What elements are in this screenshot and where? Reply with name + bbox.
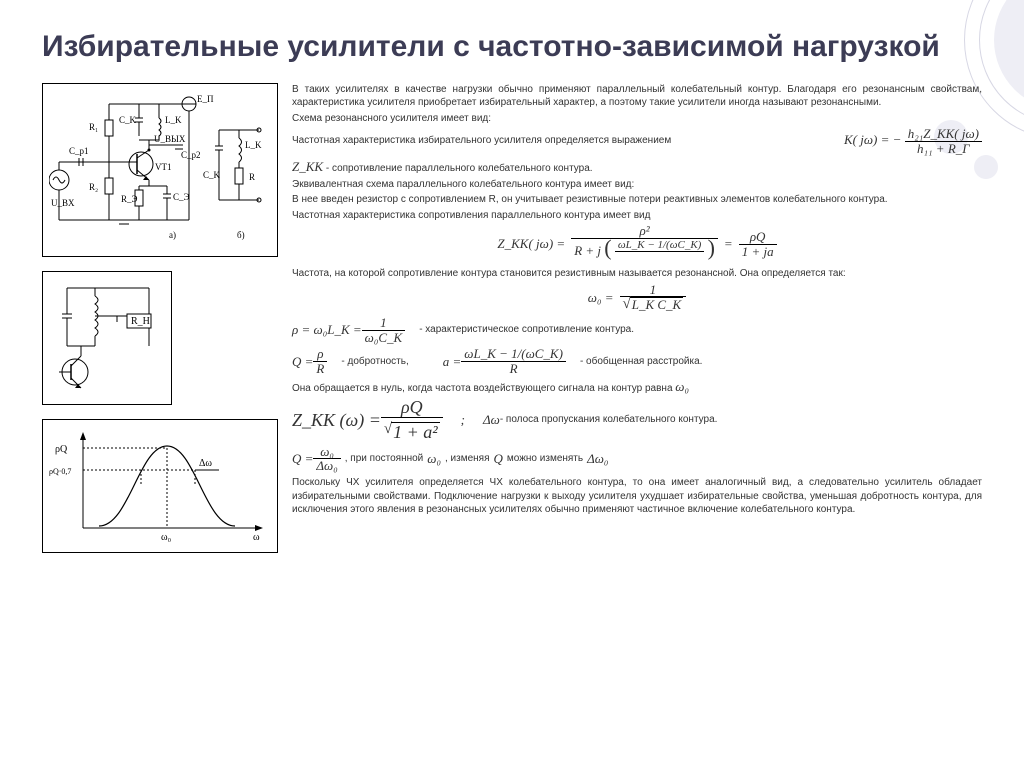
rho-lhs: ρ = ω₀L_K = <box>292 321 362 339</box>
svg-text:VT1: VT1 <box>155 162 172 172</box>
zero-text: Она обращается в нуль, когда частота воз… <box>292 383 675 394</box>
f1-lhs: K( jω) = − <box>844 132 901 147</box>
q2-q: Q <box>494 450 503 468</box>
svg-text:ρQ: ρQ <box>55 444 68 455</box>
diagrams-column: E_П C_K L_K <box>42 83 278 553</box>
semi: ; <box>461 411 465 429</box>
zkk-desc: - сопротивление параллельного колебатель… <box>326 163 593 174</box>
svg-text:а): а) <box>169 230 176 240</box>
intro-3: Частотная характеристика избирательного … <box>292 134 671 148</box>
intro-2: Схема резонансного усилителя имеет вид: <box>292 112 982 126</box>
svg-text:C_K: C_K <box>203 170 221 180</box>
a-desc: - обобщенная расстройка. <box>580 355 703 369</box>
fbig-rad: 1 + a² <box>391 422 440 442</box>
svg-text:ω: ω <box>253 532 260 543</box>
svg-text:ρQ·0,7: ρQ·0,7 <box>49 467 71 476</box>
svg-text:C_Э: C_Э <box>173 192 190 202</box>
q-desc: - добротность, <box>341 355 408 369</box>
q-lhs: Q = <box>292 353 313 371</box>
svg-text:ω₀: ω₀ <box>161 532 172 543</box>
svg-text:R_Э: R_Э <box>121 194 138 204</box>
page-title: Избирательные усилители с частотно-завис… <box>42 30 982 65</box>
svg-text:C_K: C_K <box>119 115 137 125</box>
q-num: ρ <box>313 347 327 362</box>
fbig-num: ρQ <box>381 398 443 418</box>
content-text: В таких усилителях в качестве нагрузки о… <box>292 83 982 553</box>
dw-sym: Δω <box>483 411 500 429</box>
rho-desc: - характеристическое сопротивление конту… <box>419 323 634 337</box>
a-num: ωL_K − 1/(ωC_K) <box>461 347 566 362</box>
q2-den: Δω₀ <box>313 459 340 473</box>
f2-num2: ρQ <box>739 230 777 245</box>
q2-num: ω₀ <box>313 445 340 460</box>
svg-text:U_BX: U_BX <box>51 198 75 208</box>
q2-d3: можно изменять <box>507 452 583 466</box>
svg-text:U_ВЫХ: U_ВЫХ <box>154 134 186 144</box>
f3-lhs: ω₀ = <box>588 289 614 307</box>
q2-lhs: Q = <box>292 450 313 468</box>
circuit-schematic: E_П C_K L_K <box>42 83 278 257</box>
eq-scheme-text: Эквивалентная схема параллельного колеба… <box>292 178 982 192</box>
f1-num: h₂₁Z_KK( jω) <box>905 127 982 142</box>
svg-text:R_H: R_H <box>131 316 150 327</box>
q2-dw0: Δω₀ <box>587 450 608 468</box>
rho-den: ω₀C_K <box>362 331 406 345</box>
w0-sym: ω₀ <box>675 379 689 394</box>
f2-den2: 1 + ja <box>739 245 777 259</box>
resonance-curve: Δω ρQ ρQ·0,7 ω₀ ω <box>42 419 278 553</box>
svg-text:б): б) <box>237 230 245 240</box>
q2-d1: , при постоянной <box>345 452 424 466</box>
f3-rad: L_K C_K <box>630 297 684 312</box>
svg-text:C_p1: C_p1 <box>69 146 89 156</box>
dw-desc: - полоса пропускания колебательного конт… <box>500 413 718 427</box>
f1-den: h₁₁ + R_Г <box>905 142 982 156</box>
f2-den1-pre: R + j <box>574 243 601 258</box>
q2-w0: ω₀ <box>427 450 441 468</box>
a-den: R <box>461 362 566 376</box>
svg-text:C_p2: C_p2 <box>181 150 201 160</box>
final-text: Поскольку ЧХ усилителя определяется ЧХ к… <box>292 476 982 517</box>
q-den: R <box>313 362 327 376</box>
reson-text: Частота, на которой сопротивление контур… <box>292 267 982 281</box>
f2-lhs: Z_KK( jω) = <box>497 235 565 253</box>
freq-char: Частотная характеристика сопротивления п… <box>292 209 982 223</box>
r-intro: В нее введен резистор с сопротивлением R… <box>292 193 982 207</box>
f2-eq: = <box>724 235 733 253</box>
partial-coupling: R_H <box>42 271 172 405</box>
zkk-sym: Z_KK <box>292 159 323 174</box>
svg-text:Δω: Δω <box>199 458 212 469</box>
q2-d2: , изменяя <box>445 452 490 466</box>
fbig-lhs: Z_KK (ω) = <box>292 408 381 432</box>
svg-text:R₂: R₂ <box>89 182 98 192</box>
f2-num1: ρ² <box>571 224 718 239</box>
svg-text:L_K: L_K <box>165 115 182 125</box>
f3-num: 1 <box>620 283 687 298</box>
intro-1: В таких усилителях в качестве нагрузки о… <box>292 83 982 110</box>
svg-text:E_П: E_П <box>197 94 214 104</box>
rho-num: 1 <box>362 316 406 331</box>
svg-text:R₁: R₁ <box>89 122 98 132</box>
svg-text:R: R <box>249 172 255 182</box>
a-lhs: a = <box>443 353 462 371</box>
svg-text:L_K: L_K <box>245 140 262 150</box>
